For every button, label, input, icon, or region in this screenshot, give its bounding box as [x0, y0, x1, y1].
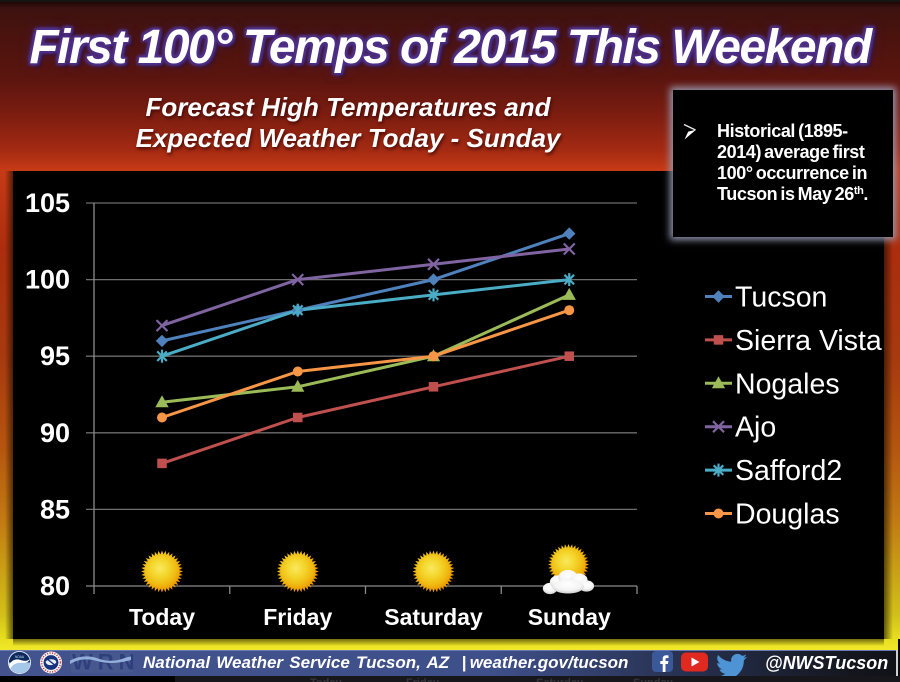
svg-text:Safford2: Safford2 [735, 455, 842, 487]
svg-text:Ajo: Ajo [735, 412, 776, 444]
svg-text:Douglas: Douglas [735, 499, 840, 531]
svg-text:Sierra Vista: Sierra Vista [735, 325, 882, 357]
svg-text:95: 95 [40, 341, 70, 371]
svg-text:100: 100 [25, 265, 70, 295]
svg-text:85: 85 [40, 494, 70, 524]
svg-text:105: 105 [25, 188, 70, 218]
svg-text:Nogales: Nogales [735, 368, 840, 400]
svg-text:NOAA: NOAA [15, 655, 25, 659]
svg-text:90: 90 [40, 418, 70, 448]
svg-text:Sunday: Sunday [528, 604, 611, 630]
svg-text:Tucson: Tucson [735, 282, 827, 314]
svg-text:Saturday: Saturday [384, 604, 483, 630]
svg-text:Friday: Friday [263, 604, 332, 630]
svg-text:80: 80 [40, 571, 70, 601]
svg-text:Today: Today [129, 604, 195, 630]
